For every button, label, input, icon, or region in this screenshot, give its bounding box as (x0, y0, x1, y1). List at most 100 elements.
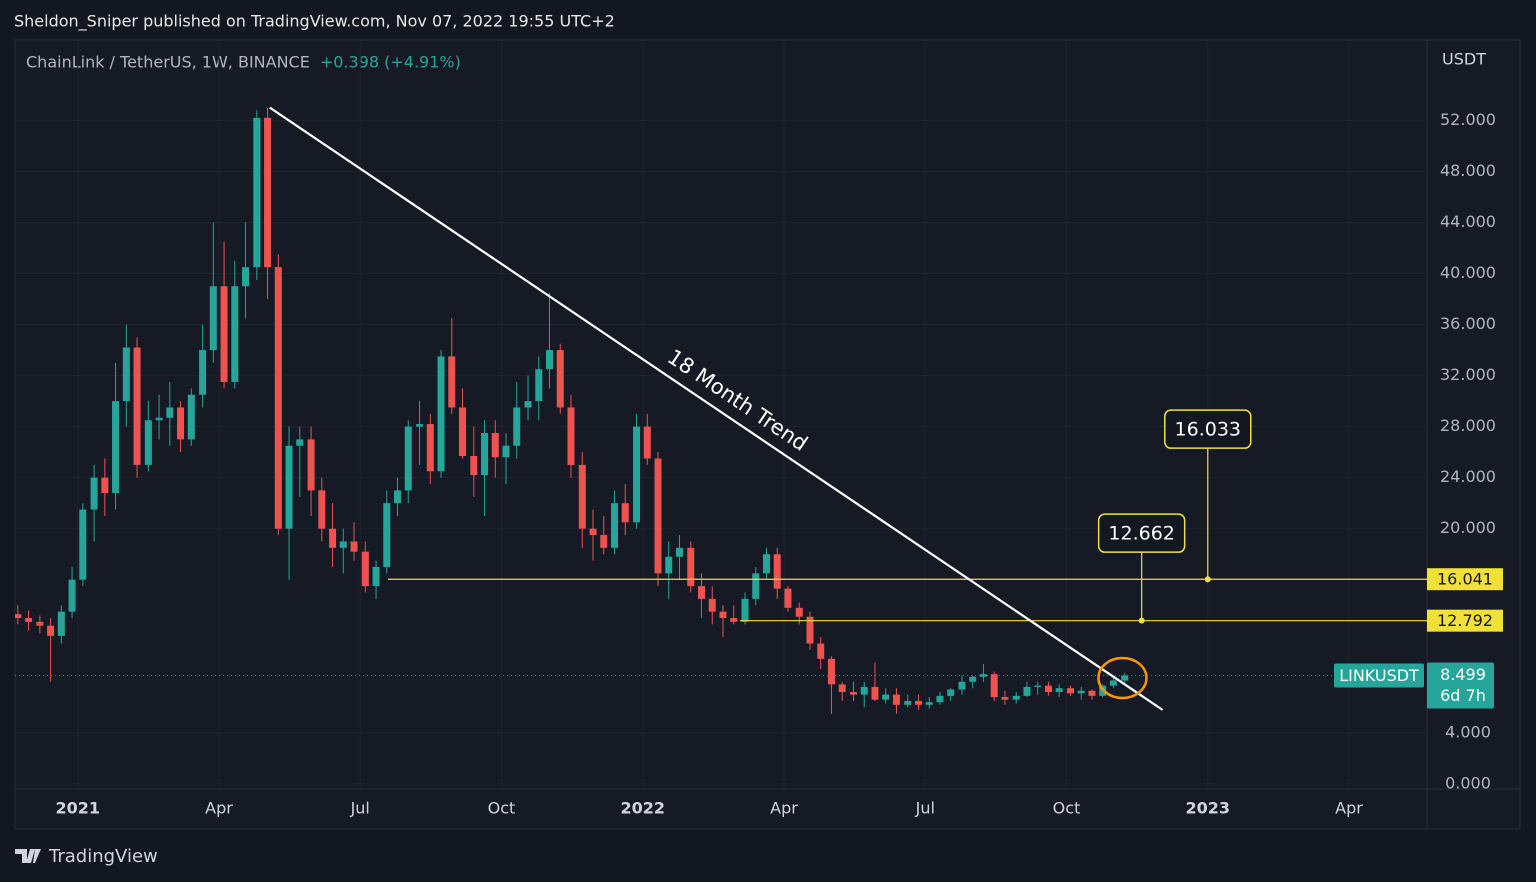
candle-body (339, 541, 347, 548)
candle (1012, 692, 1020, 704)
candle-body (220, 286, 228, 382)
candle (372, 560, 380, 599)
candle (264, 107, 272, 300)
candle (904, 694, 912, 708)
candle-body (719, 611, 727, 619)
candle-body (481, 433, 489, 476)
candle (752, 566, 760, 606)
candle (784, 586, 792, 612)
candle (437, 350, 445, 478)
candle-body (329, 528, 337, 548)
candle-body (448, 356, 456, 408)
candle-body (600, 535, 608, 548)
candle (1109, 676, 1117, 689)
candle (329, 503, 337, 567)
candle-body (535, 369, 543, 402)
candle (79, 503, 87, 587)
candle-body (936, 695, 944, 703)
candle (90, 464, 98, 542)
candle (1001, 690, 1009, 705)
candle (687, 541, 695, 593)
candle (589, 509, 597, 561)
candle-body (882, 694, 890, 700)
candle (25, 610, 33, 631)
candle-body (15, 614, 22, 619)
candle (57, 605, 65, 644)
candle-body (730, 618, 738, 622)
candle (578, 452, 586, 548)
candle (339, 528, 347, 574)
y-tick-label: 4.000 (1445, 722, 1491, 741)
candle (535, 356, 543, 421)
candle (47, 618, 55, 682)
candle (871, 662, 879, 701)
candle-body (513, 407, 521, 446)
callout-box (1097, 513, 1186, 553)
candle (1034, 681, 1042, 695)
candle-body (199, 350, 207, 395)
candle (546, 292, 554, 389)
candle (925, 697, 933, 709)
candle-body (1066, 688, 1074, 694)
candle-body (990, 674, 998, 698)
candle-body (394, 490, 402, 504)
candle-body (871, 686, 879, 700)
candle-body (1121, 675, 1129, 681)
candle-body (589, 528, 597, 536)
candle (404, 420, 412, 504)
y-tick-label: 0.000 (1445, 773, 1491, 792)
candle-body (79, 509, 87, 580)
y-tick-label: 28.000 (1440, 416, 1496, 435)
candle-body (307, 439, 315, 491)
candle (481, 420, 489, 516)
candle (318, 477, 326, 542)
countdown-label: 6d 7h (1440, 686, 1486, 705)
candle-body (90, 477, 98, 510)
candle-body (144, 420, 152, 465)
candle-body (1001, 697, 1009, 700)
y-tick-label: 24.000 (1440, 467, 1496, 486)
candle (621, 484, 629, 536)
candle (860, 681, 868, 708)
x-tick-label: Apr (205, 799, 233, 818)
level-price-label: 12.792 (1437, 611, 1493, 630)
candle-body (25, 618, 33, 622)
publish-info: Sheldon_Sniper published on TradingView.… (14, 12, 615, 32)
candle-body (773, 554, 781, 589)
candle (491, 420, 499, 478)
candle-body (68, 579, 76, 612)
candle (36, 615, 44, 634)
candle (665, 541, 673, 599)
candle (892, 688, 900, 714)
candle (947, 688, 955, 701)
candle (242, 222, 250, 319)
candle-body (231, 286, 239, 382)
candle-body (567, 407, 575, 465)
candle (719, 605, 727, 638)
candle-body (491, 433, 499, 458)
last-price-label: 8.499 (1440, 665, 1486, 684)
candle (1044, 681, 1052, 696)
candle (296, 426, 304, 497)
candle-body (784, 588, 792, 608)
candle-body (502, 445, 510, 458)
y-tick-label: 44.000 (1440, 212, 1496, 231)
candle (459, 388, 467, 459)
candle (600, 515, 608, 555)
x-tick-label: Apr (770, 799, 798, 818)
candle (741, 592, 749, 625)
candle (394, 477, 402, 516)
callout-label: 12.662 (1108, 523, 1174, 545)
candle (633, 413, 641, 529)
candle-body (1034, 685, 1042, 687)
candle-body (177, 407, 185, 440)
candle-body (47, 625, 55, 636)
callout-dot (1138, 617, 1145, 624)
candle (502, 433, 510, 485)
candle (177, 401, 185, 453)
candle-body (383, 503, 391, 567)
price-unit: USDT (1442, 50, 1486, 69)
candle-body (416, 424, 424, 427)
y-tick-label: 36.000 (1440, 314, 1496, 333)
